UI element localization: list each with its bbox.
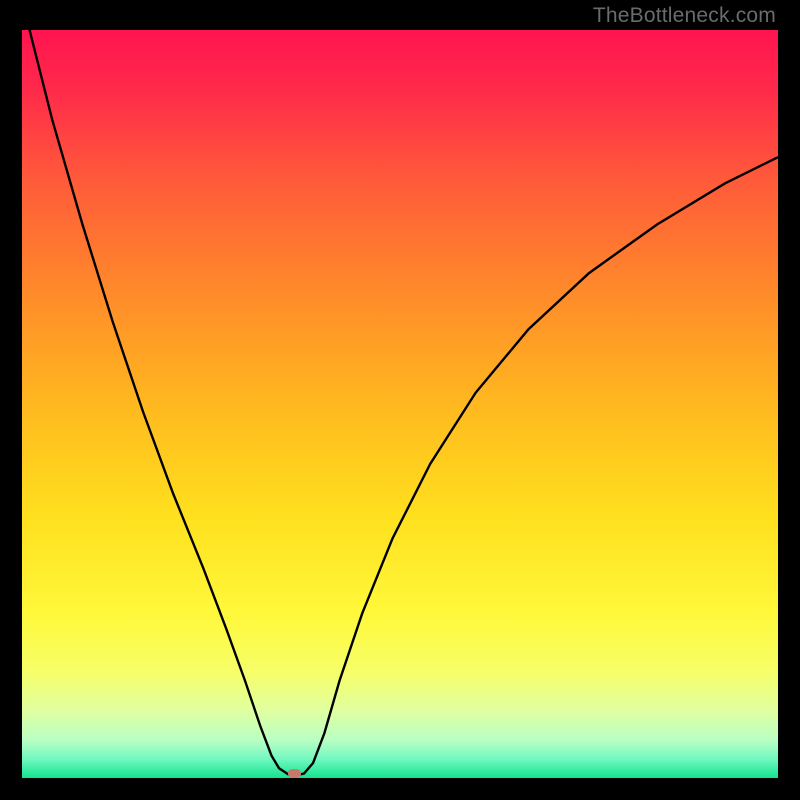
curve-path — [22, 30, 778, 776]
bottleneck-curve — [22, 30, 778, 778]
plot-area — [22, 30, 778, 778]
min-point-marker — [288, 769, 301, 778]
chart-frame: TheBottleneck.com — [0, 0, 800, 800]
watermark-text: TheBottleneck.com — [593, 4, 776, 28]
